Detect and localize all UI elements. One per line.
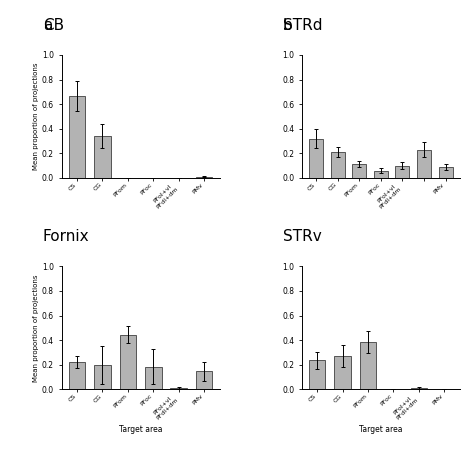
Bar: [69, 96, 85, 178]
Text: a: a: [43, 18, 52, 33]
Bar: [330, 152, 345, 178]
Text: Fornix: Fornix: [43, 229, 89, 245]
Bar: [417, 150, 431, 178]
Bar: [94, 365, 111, 389]
X-axis label: Target area: Target area: [359, 425, 402, 434]
Bar: [196, 371, 212, 389]
Bar: [352, 164, 366, 178]
Bar: [309, 138, 323, 178]
Bar: [334, 356, 351, 389]
Bar: [395, 166, 410, 178]
Text: STRd: STRd: [283, 18, 322, 33]
Bar: [171, 388, 187, 389]
Bar: [309, 360, 326, 389]
Bar: [438, 167, 453, 178]
Bar: [94, 136, 111, 178]
Text: STRv: STRv: [283, 229, 321, 245]
Y-axis label: Mean proportion of projections: Mean proportion of projections: [33, 63, 39, 170]
X-axis label: Target area: Target area: [119, 425, 163, 434]
Bar: [360, 342, 376, 389]
Bar: [410, 388, 427, 389]
Bar: [374, 170, 388, 178]
Bar: [119, 335, 136, 389]
Bar: [69, 362, 85, 389]
Bar: [196, 177, 212, 178]
Text: CB: CB: [43, 18, 64, 33]
Bar: [145, 366, 162, 389]
Y-axis label: Mean proportion of projections: Mean proportion of projections: [33, 274, 39, 382]
Text: b: b: [283, 18, 292, 33]
